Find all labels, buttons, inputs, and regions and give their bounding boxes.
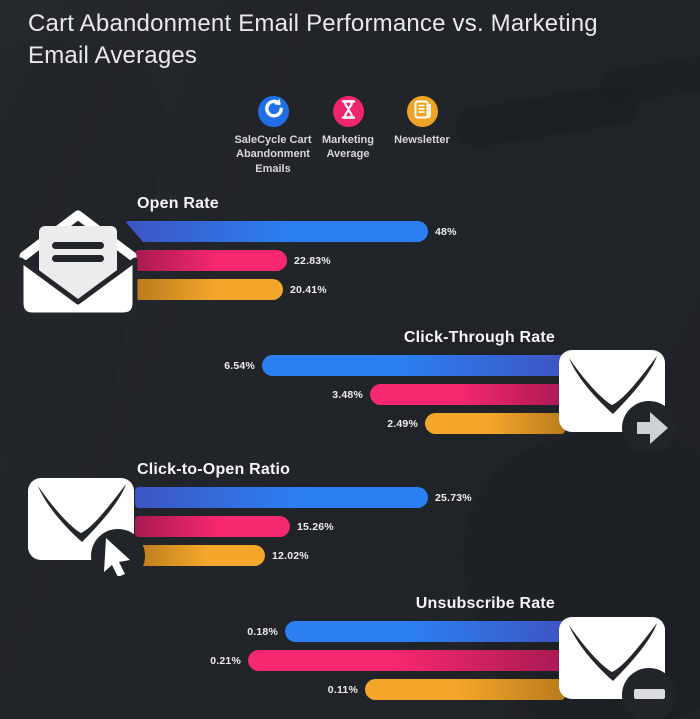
legend-item-salecycle: SaleCycle Cart Abandonment Emails bbox=[228, 96, 318, 176]
bar-value-label: 0.18% bbox=[247, 625, 278, 638]
section-title-click-through-rate: Click-Through Rate bbox=[403, 329, 555, 346]
legend-item-marketing-average: Marketing Average bbox=[312, 96, 384, 162]
bar-row: 0.18% bbox=[247, 621, 565, 642]
bar-ctr-marketing bbox=[370, 384, 565, 405]
bar-ctor-marketing bbox=[135, 516, 290, 537]
bar-row: 15.26% bbox=[135, 516, 334, 537]
bar-row: 20.41% bbox=[135, 279, 327, 300]
page-title: Cart Abandonment Email Performance vs. M… bbox=[28, 10, 598, 69]
bar-value-label: 48% bbox=[435, 225, 457, 238]
bar-open-rate-newsletter bbox=[135, 279, 283, 300]
bar-value-label: 25.73% bbox=[435, 491, 472, 504]
bar-row: 6.54% bbox=[224, 355, 565, 376]
bar-value-label: 3.48% bbox=[332, 388, 363, 401]
bar-row: 12.02% bbox=[135, 545, 309, 566]
envelope-cursor-icon bbox=[26, 476, 156, 583]
bar-ctor-salecycle bbox=[135, 487, 428, 508]
hourglass-icon bbox=[333, 94, 364, 130]
legend-swatch-blue bbox=[257, 94, 289, 130]
section-title-open-rate: Open Rate bbox=[137, 195, 219, 212]
bar-unsub-salecycle bbox=[285, 621, 565, 642]
bar-ctor-newsletter bbox=[135, 545, 265, 566]
legend-label: Marketing Average bbox=[322, 134, 374, 161]
bar-value-label: 0.21% bbox=[210, 654, 241, 667]
bar-row: 0.11% bbox=[328, 679, 565, 700]
bar-row: 0.21% bbox=[210, 650, 565, 671]
bar-value-label: 22.83% bbox=[294, 254, 331, 267]
open-envelope-icon bbox=[6, 202, 150, 318]
refresh-arrow-icon bbox=[258, 94, 289, 130]
legend-swatch-pink bbox=[332, 94, 364, 130]
envelope-forward-arrow-icon bbox=[557, 348, 681, 455]
legend-label: SaleCycle Cart Abandonment Emails bbox=[234, 134, 312, 175]
newsletter-icon bbox=[407, 94, 438, 130]
bar-open-rate-marketing bbox=[135, 250, 287, 271]
bar-row: 2.49% bbox=[387, 413, 565, 434]
bar-value-label: 0.11% bbox=[327, 683, 358, 696]
envelope-unsubscribe-icon bbox=[557, 615, 681, 719]
bar-value-label: 15.26% bbox=[297, 520, 334, 533]
bar-unsub-marketing bbox=[248, 650, 565, 671]
bar-value-label: 20.41% bbox=[290, 283, 327, 296]
legend-label: Newsletter bbox=[394, 134, 450, 146]
bar-value-label: 2.49% bbox=[387, 417, 418, 430]
bar-unsub-newsletter bbox=[365, 679, 565, 700]
section-title-click-to-open-ratio: Click-to-Open Ratio bbox=[137, 461, 291, 478]
bar-value-label: 12.02% bbox=[272, 549, 309, 562]
bar-ctr-salecycle bbox=[262, 355, 565, 376]
bar-row: 25.73% bbox=[135, 487, 472, 508]
bar-ctr-newsletter bbox=[425, 413, 565, 434]
bar-row: 22.83% bbox=[135, 250, 331, 271]
bar-value-label: 6.54% bbox=[224, 359, 255, 372]
bar-row: 48% bbox=[125, 221, 457, 242]
legend-swatch-orange bbox=[406, 94, 438, 130]
section-title-unsubscribe-rate: Unsubscribe Rate bbox=[415, 595, 555, 612]
legend-item-newsletter: Newsletter bbox=[381, 96, 463, 147]
bar-row: 3.48% bbox=[332, 384, 565, 405]
bar-open-rate-salecycle bbox=[125, 221, 428, 242]
